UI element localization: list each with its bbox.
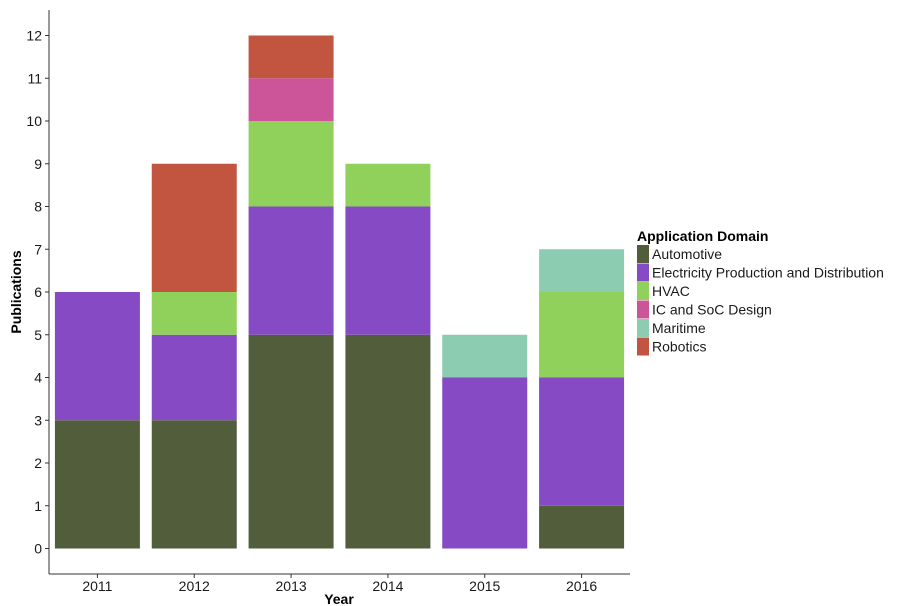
x-tick-label: 2013	[276, 578, 307, 594]
legend-swatch-robotics	[637, 337, 649, 356]
legend-swatch-hvac	[637, 282, 649, 300]
bar-2012-robotics	[151, 163, 237, 292]
legend-label-automotive: Automotive	[652, 246, 722, 262]
bar-2013-robotics	[248, 35, 334, 79]
y-tick-label: 9	[34, 156, 42, 172]
y-tick-label: 11	[27, 70, 42, 86]
bar-group	[54, 35, 625, 549]
y-tick-label: 1	[34, 498, 42, 514]
y-tick-label: 0	[34, 541, 42, 557]
legend-label-maritime: Maritime	[652, 320, 706, 336]
legend-swatch-ic-and-soc-design	[637, 300, 649, 319]
bar-2015-electricity-production-and-distribution	[442, 377, 528, 549]
x-tick-label: 2012	[179, 578, 210, 594]
y-tick-label: 3	[34, 412, 42, 428]
bar-2014-hvac	[345, 163, 431, 207]
x-tick-label: 2011	[82, 578, 112, 594]
bar-2013-hvac	[248, 121, 334, 207]
legend-label-ic-and-soc-design: IC and SoC Design	[652, 302, 772, 318]
legend-label-robotics: Robotics	[652, 339, 706, 355]
bar-2012-hvac	[151, 292, 237, 335]
bar-2013-ic-and-soc-design	[248, 78, 334, 121]
legend-swatch-maritime	[637, 319, 649, 337]
y-tick-label: 2	[34, 455, 42, 471]
legend-title: Application Domain	[637, 228, 768, 244]
x-axis-title: Year	[324, 591, 354, 606]
bar-2014-electricity-production-and-distribution	[345, 206, 431, 335]
bar-2016-electricity-production-and-distribution	[539, 377, 625, 506]
y-tick-label: 5	[34, 327, 42, 343]
bar-2012-automotive	[151, 420, 237, 549]
legend-swatch-automotive	[637, 245, 649, 263]
y-tick-label: 4	[34, 370, 42, 386]
legend-label-electricity-production-and-distribution: Electricity Production and Distribution	[652, 265, 884, 281]
y-tick-label: 7	[34, 241, 42, 257]
legend-label-hvac: HVAC	[652, 283, 690, 299]
legend-swatch-electricity-production-and-distribution	[637, 263, 649, 282]
bar-2016-hvac	[539, 292, 625, 378]
y-tick-label: 12	[26, 28, 42, 44]
bar-2011-automotive	[54, 420, 140, 549]
legend: Application Domain Automotive Electricity…	[637, 228, 884, 356]
y-tick-label: 8	[34, 199, 42, 215]
bar-2016-automotive	[539, 505, 625, 549]
y-axis-title: Publications	[8, 250, 24, 333]
bar-2013-automotive	[248, 334, 334, 549]
bar-2014-automotive	[345, 334, 431, 549]
bar-2016-maritime	[539, 249, 625, 292]
x-tick-label: 2014	[372, 578, 403, 594]
y-tick-label: 6	[34, 284, 42, 300]
bar-2011-electricity-production-and-distribution	[54, 292, 140, 421]
bar-2015-maritime	[442, 334, 528, 378]
bar-2012-electricity-production-and-distribution	[151, 334, 237, 421]
y-tick-label: 10	[26, 113, 42, 129]
x-tick-label: 2016	[566, 578, 597, 594]
x-tick-label: 2015	[469, 578, 500, 594]
bar-2013-electricity-production-and-distribution	[248, 206, 334, 335]
x-axis-ticks: 2011 2012 2013 2014 2015 2016	[82, 574, 597, 594]
